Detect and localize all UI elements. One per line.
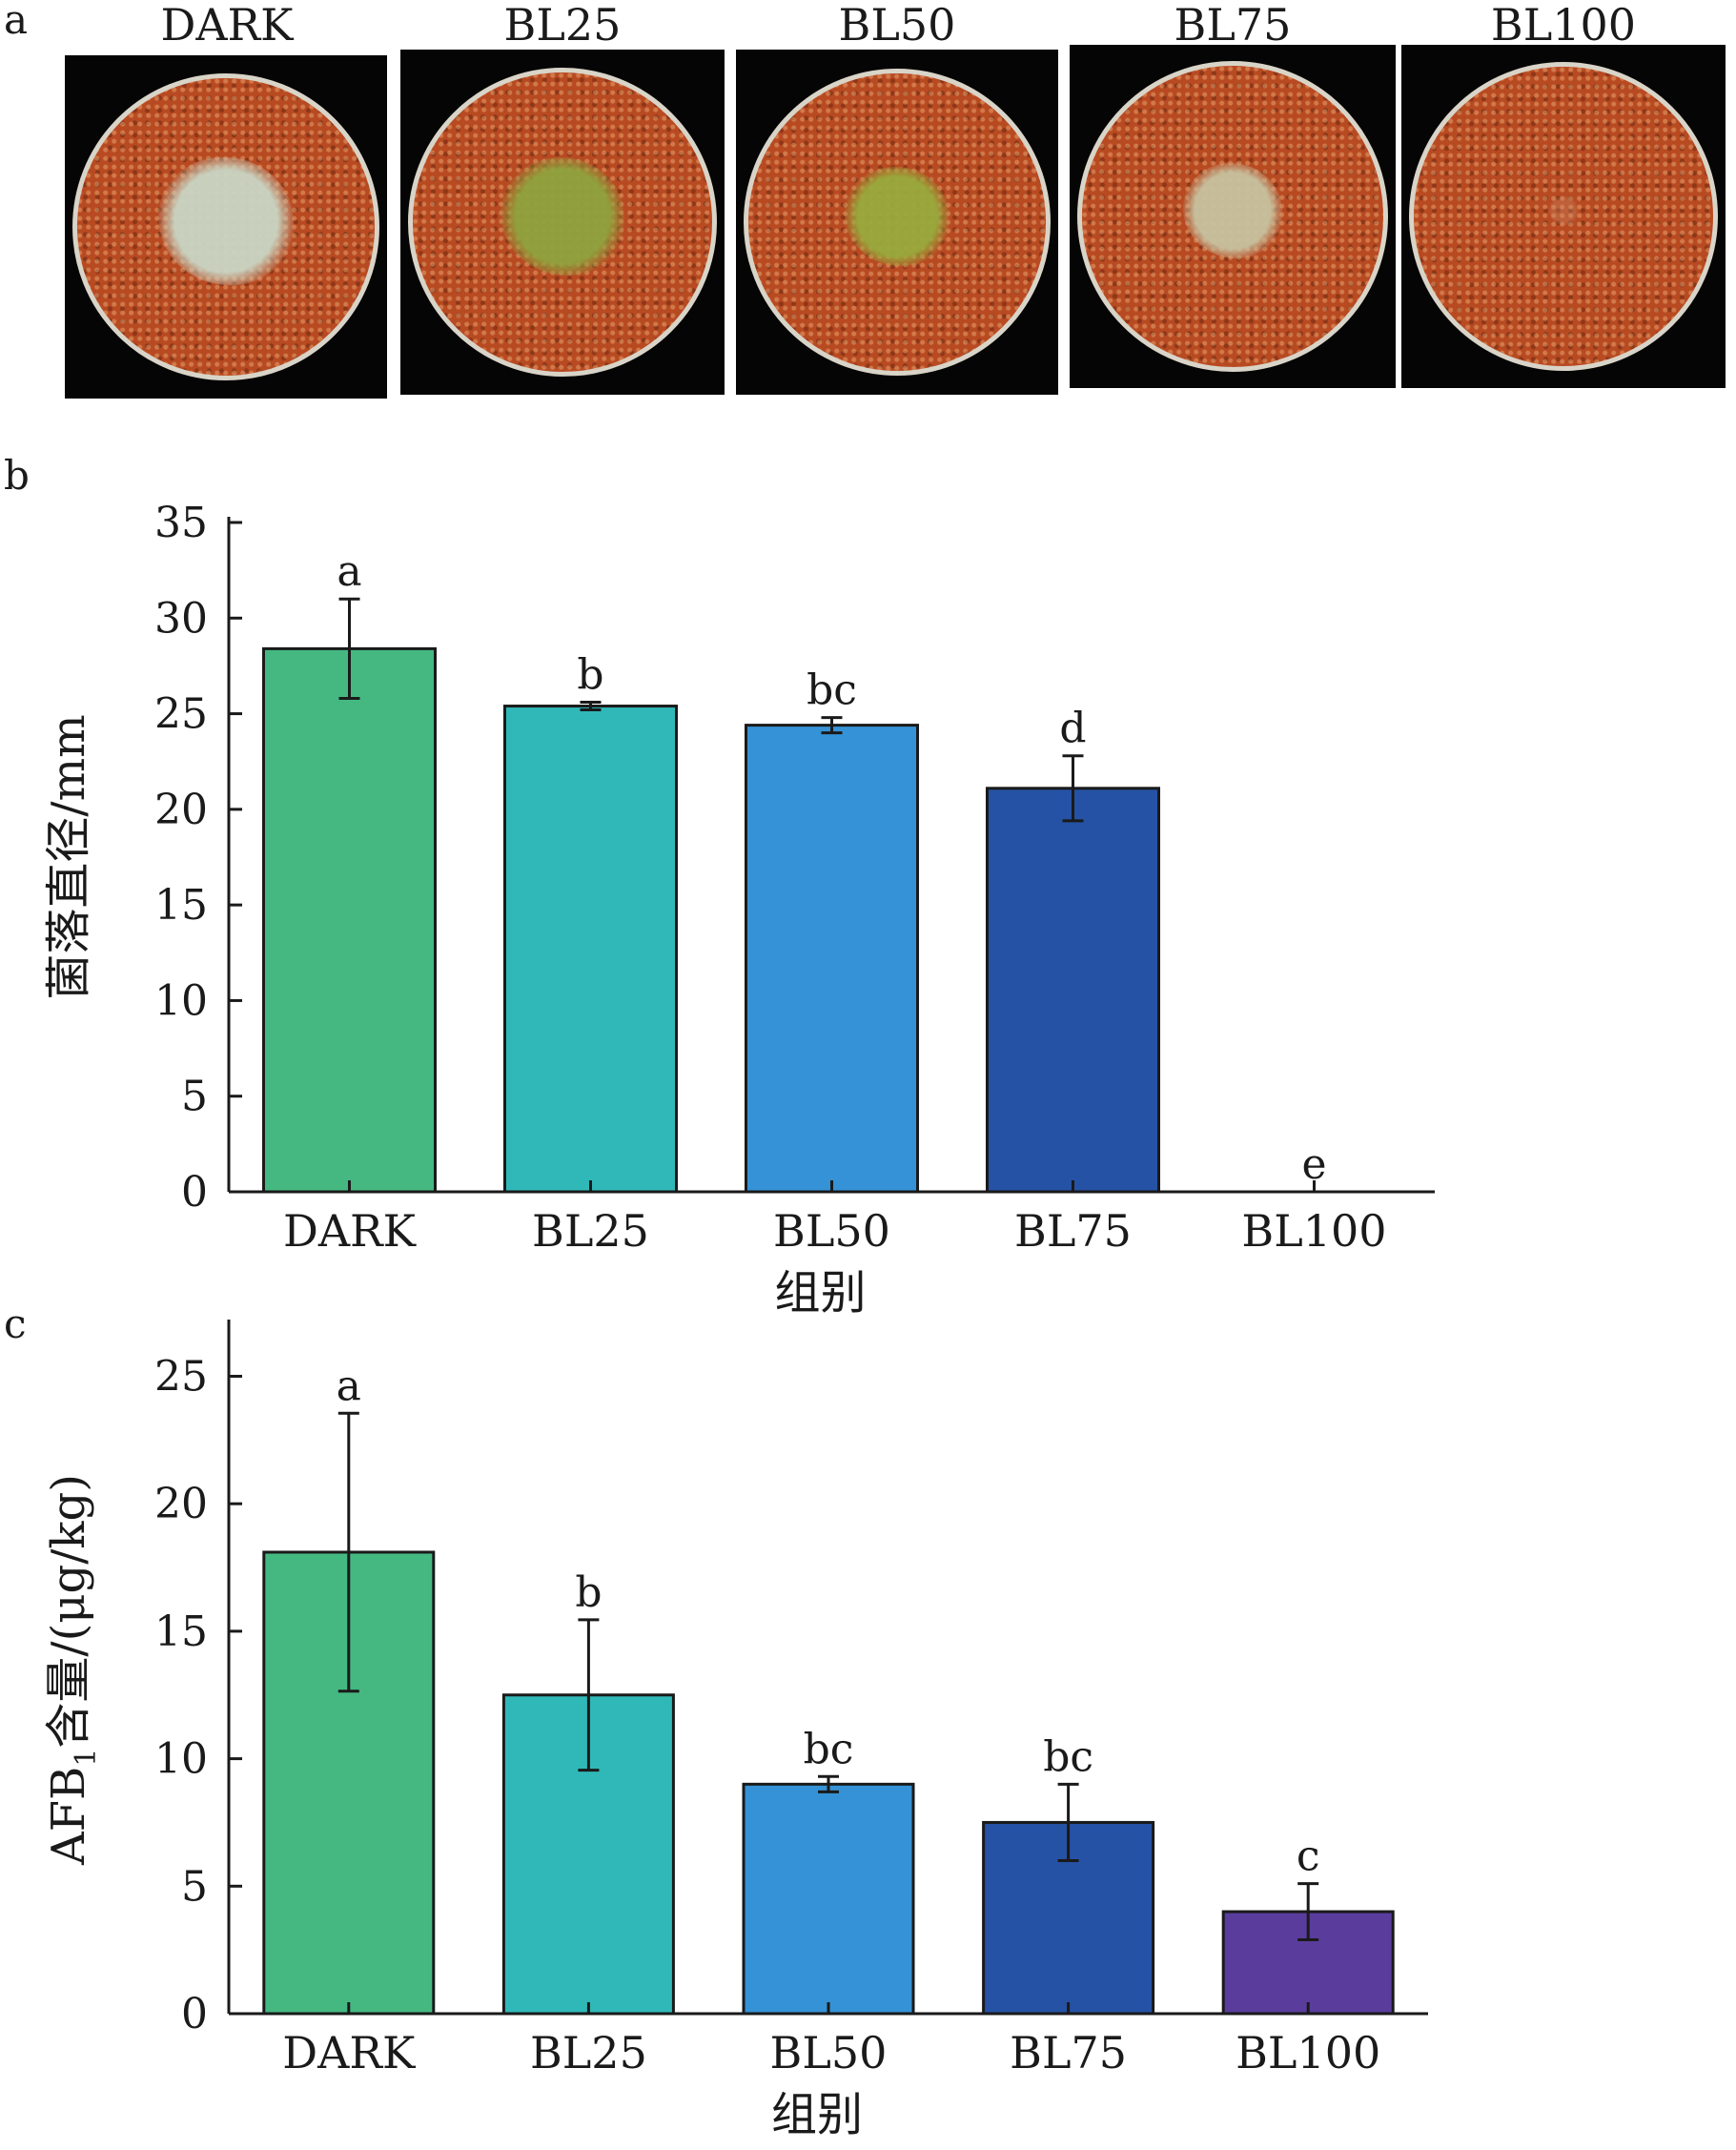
petri-photo-bl25 <box>400 50 725 395</box>
significance-letter: c <box>1297 1833 1320 1881</box>
bar-bl75 <box>986 787 1160 1194</box>
significance-letter: e <box>1301 1140 1326 1189</box>
x-tick-label: BL100 <box>1236 2027 1380 2078</box>
petri-photo-bl75 <box>1070 45 1396 388</box>
photo-label-bl25: BL25 <box>503 0 622 51</box>
bar-bl50 <box>742 1782 915 2016</box>
significance-letter: a <box>337 547 361 596</box>
y-tick-label: 10 <box>154 976 208 1025</box>
significance-letter: b <box>577 651 603 700</box>
y-axis-title: 菌落直径/mm <box>42 714 95 999</box>
x-tick-label: BL75 <box>1014 1205 1132 1257</box>
panel-letter-a: a <box>4 0 29 43</box>
x-axis-title: 组别 <box>774 1266 866 1320</box>
significance-letter: b <box>575 1568 602 1617</box>
x-axis-title: 组别 <box>771 2088 863 2141</box>
x-tick-label: DARK <box>283 1205 418 1257</box>
y-tick-label: 0 <box>181 1168 208 1217</box>
petri-photo-bl100 <box>1401 45 1726 388</box>
x-tick-label: BL50 <box>773 1205 890 1257</box>
bar-bl25 <box>503 705 678 1194</box>
y-tick-label: 10 <box>154 1735 208 1784</box>
y-tick-label: 15 <box>154 1607 208 1656</box>
bar-bl50 <box>745 724 919 1194</box>
y-tick-label: 25 <box>154 1352 208 1401</box>
petri-dish <box>1409 62 1718 371</box>
petri-photo-dark <box>65 55 387 399</box>
petri-photo-bl50 <box>736 50 1058 395</box>
photo-label-bl50: BL50 <box>838 0 956 51</box>
y-tick-label: 5 <box>181 1073 208 1121</box>
y-tick-label: 35 <box>154 499 208 547</box>
photo-label-dark: DARK <box>160 0 294 51</box>
significance-letter: a <box>337 1362 361 1410</box>
significance-letter: bc <box>807 666 857 715</box>
y-tick-label: 5 <box>181 1862 208 1911</box>
colony-diameter-chart: 0 5 10 15 20 25 30 35 a DARK b BL25 bc BL50 d BL75 e BL10… <box>42 499 1435 1320</box>
y-tick-label: 0 <box>181 1990 208 2038</box>
y-tick-label: 20 <box>154 1480 208 1528</box>
y-tick-label: 20 <box>154 786 208 834</box>
significance-letter: bc <box>1043 1732 1093 1781</box>
x-tick-label: BL25 <box>532 1205 649 1257</box>
panel-letter-c: c <box>4 1300 27 1347</box>
panel-letter-b: b <box>4 452 30 499</box>
x-tick-label: BL75 <box>1010 2027 1127 2078</box>
x-tick-label: BL100 <box>1241 1205 1386 1257</box>
y-tick-label: 25 <box>154 690 208 739</box>
significance-letter: d <box>1059 705 1086 753</box>
x-tick-label: BL50 <box>770 2027 888 2078</box>
afb1-content-chart: 0 5 10 15 20 25 a DARK b BL25 bc BL50 bc BL75 c BL100 组别… <box>42 1320 1428 2141</box>
fungal-colony <box>500 157 624 276</box>
fungal-colony <box>158 156 294 286</box>
petri-dish <box>408 68 717 377</box>
bar-dark <box>262 646 437 1194</box>
y-axis-title: AFB1含量/(μg/kg) <box>42 1474 103 1866</box>
fungal-colony <box>1182 163 1283 258</box>
y-tick-label: 30 <box>154 594 208 643</box>
fungal-colony <box>1547 195 1580 226</box>
x-tick-label: BL25 <box>530 2027 647 2078</box>
x-tick-label: DARK <box>282 2027 417 2078</box>
y-tick-label: 15 <box>154 881 208 930</box>
fungal-colony <box>845 166 950 266</box>
photo-label-bl75: BL75 <box>1174 0 1292 51</box>
photo-label-bl100: BL100 <box>1490 0 1637 51</box>
significance-letter: bc <box>804 1725 854 1773</box>
